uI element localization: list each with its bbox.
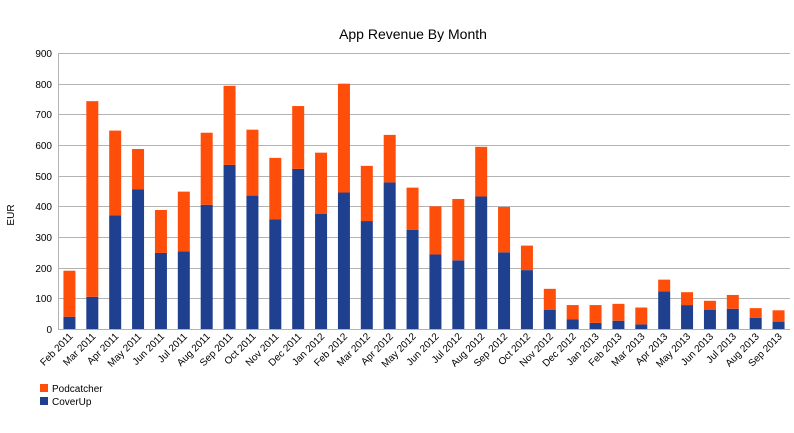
- bar-podcatcher-29: [726, 294, 739, 309]
- y-axis-label: EUR: [6, 204, 17, 225]
- y-tick-label: 600: [35, 141, 52, 152]
- bars: [63, 83, 785, 329]
- bar-podcatcher-28: [703, 300, 716, 310]
- bar-coverup-13: [360, 221, 373, 329]
- bar-coverup-4: [154, 252, 167, 329]
- bar-coverup-16: [429, 254, 442, 329]
- bar-podcatcher-4: [154, 210, 167, 253]
- bar-coverup-6: [200, 204, 213, 329]
- y-axis-ticks: 0 100 200 300 400 500 600 700 800 900: [35, 49, 52, 336]
- bar-coverup-10: [292, 168, 305, 329]
- bar-podcatcher-21: [543, 288, 556, 310]
- bar-podcatcher-1: [86, 101, 99, 297]
- bar-coverup-27: [681, 305, 694, 329]
- bar-coverup-0: [63, 316, 76, 329]
- bar-podcatcher-20: [520, 245, 533, 271]
- bar-coverup-3: [132, 189, 145, 329]
- bar-podcatcher-6: [200, 132, 213, 205]
- bar-coverup-15: [406, 229, 419, 329]
- bar-podcatcher-27: [681, 292, 694, 306]
- bar-podcatcher-9: [269, 157, 282, 220]
- bar-coverup-25: [635, 324, 648, 329]
- bar-coverup-22: [566, 319, 579, 329]
- bar-coverup-12: [337, 192, 350, 329]
- bar-podcatcher-7: [223, 85, 236, 165]
- bar-podcatcher-15: [406, 187, 419, 230]
- bar-podcatcher-23: [589, 305, 602, 323]
- bar-podcatcher-26: [658, 279, 671, 292]
- bar-coverup-9: [269, 219, 282, 329]
- y-tick-label: 900: [35, 49, 52, 60]
- bar-podcatcher-0: [63, 270, 76, 317]
- bar-podcatcher-11: [315, 152, 328, 214]
- bar-coverup-23: [589, 322, 602, 329]
- bar-coverup-30: [749, 317, 762, 329]
- bar-coverup-18: [475, 196, 488, 329]
- y-tick-label: 400: [35, 202, 52, 213]
- legend-label-podcatcher: Podcatcher: [52, 384, 103, 395]
- bar-podcatcher-8: [246, 129, 259, 196]
- bar-coverup-26: [658, 291, 671, 329]
- y-tick-label: 0: [46, 325, 52, 336]
- bar-podcatcher-22: [566, 305, 579, 320]
- bar-coverup-11: [315, 214, 328, 329]
- bar-coverup-28: [703, 309, 716, 329]
- bar-coverup-17: [452, 260, 465, 329]
- bar-coverup-20: [520, 270, 533, 329]
- bar-podcatcher-10: [292, 106, 305, 169]
- bar-coverup-21: [543, 309, 556, 329]
- gridlines: [58, 53, 790, 330]
- bar-coverup-29: [726, 308, 739, 329]
- bar-coverup-2: [109, 215, 122, 329]
- bar-coverup-19: [498, 252, 511, 329]
- bar-coverup-5: [177, 251, 190, 329]
- y-tick-label: 500: [35, 172, 52, 183]
- bar-coverup-14: [383, 182, 396, 329]
- bar-podcatcher-2: [109, 130, 122, 216]
- legend-label-coverup: CoverUp: [52, 397, 92, 408]
- bar-coverup-31: [772, 321, 785, 329]
- legend-swatch-podcatcher: [40, 384, 48, 392]
- y-tick-label: 200: [35, 264, 52, 275]
- bar-coverup-8: [246, 195, 259, 329]
- bar-coverup-24: [612, 320, 625, 329]
- bar-podcatcher-13: [360, 165, 373, 222]
- bar-podcatcher-5: [177, 191, 190, 252]
- bar-podcatcher-16: [429, 206, 442, 255]
- bar-podcatcher-31: [772, 310, 785, 322]
- legend-swatch-coverup: [40, 397, 48, 405]
- bar-podcatcher-24: [612, 303, 625, 321]
- legend: Podcatcher CoverUp: [40, 384, 103, 408]
- bar-podcatcher-19: [498, 206, 511, 253]
- y-tick-label: 100: [35, 294, 52, 305]
- y-tick-label: 300: [35, 233, 52, 244]
- bar-podcatcher-25: [635, 307, 648, 325]
- bar-podcatcher-18: [475, 146, 488, 197]
- bar-podcatcher-30: [749, 308, 762, 318]
- chart-title: App Revenue By Month: [339, 26, 487, 42]
- bar-podcatcher-14: [383, 134, 396, 183]
- bar-podcatcher-17: [452, 198, 465, 261]
- y-tick-label: 700: [35, 110, 52, 121]
- bar-podcatcher-3: [132, 148, 145, 190]
- y-tick-label: 800: [35, 80, 52, 91]
- bar-coverup-7: [223, 164, 236, 329]
- bar-podcatcher-12: [337, 83, 350, 193]
- bar-coverup-1: [86, 296, 99, 329]
